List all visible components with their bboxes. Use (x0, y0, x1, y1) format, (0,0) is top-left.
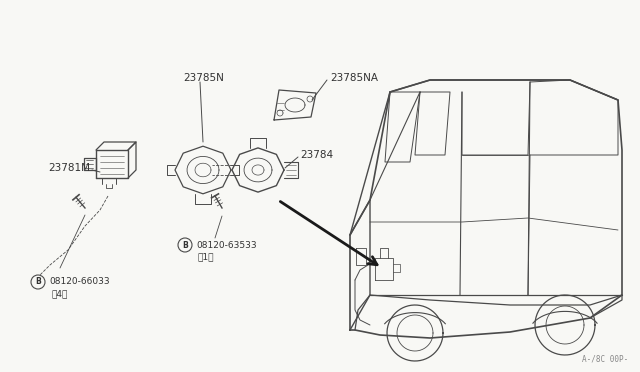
Text: B: B (35, 278, 41, 286)
Text: 23784: 23784 (300, 150, 333, 160)
Text: （4）: （4） (51, 289, 67, 298)
Text: 08120-63533: 08120-63533 (196, 241, 257, 250)
Text: 23785NA: 23785NA (330, 73, 378, 83)
Text: B: B (182, 241, 188, 250)
Text: 23785N: 23785N (183, 73, 224, 83)
Text: （1）: （1） (198, 253, 214, 262)
Text: A-/8C 00P-: A-/8C 00P- (582, 355, 628, 364)
Text: 23781M: 23781M (48, 163, 90, 173)
Text: 08120-66033: 08120-66033 (49, 278, 109, 286)
